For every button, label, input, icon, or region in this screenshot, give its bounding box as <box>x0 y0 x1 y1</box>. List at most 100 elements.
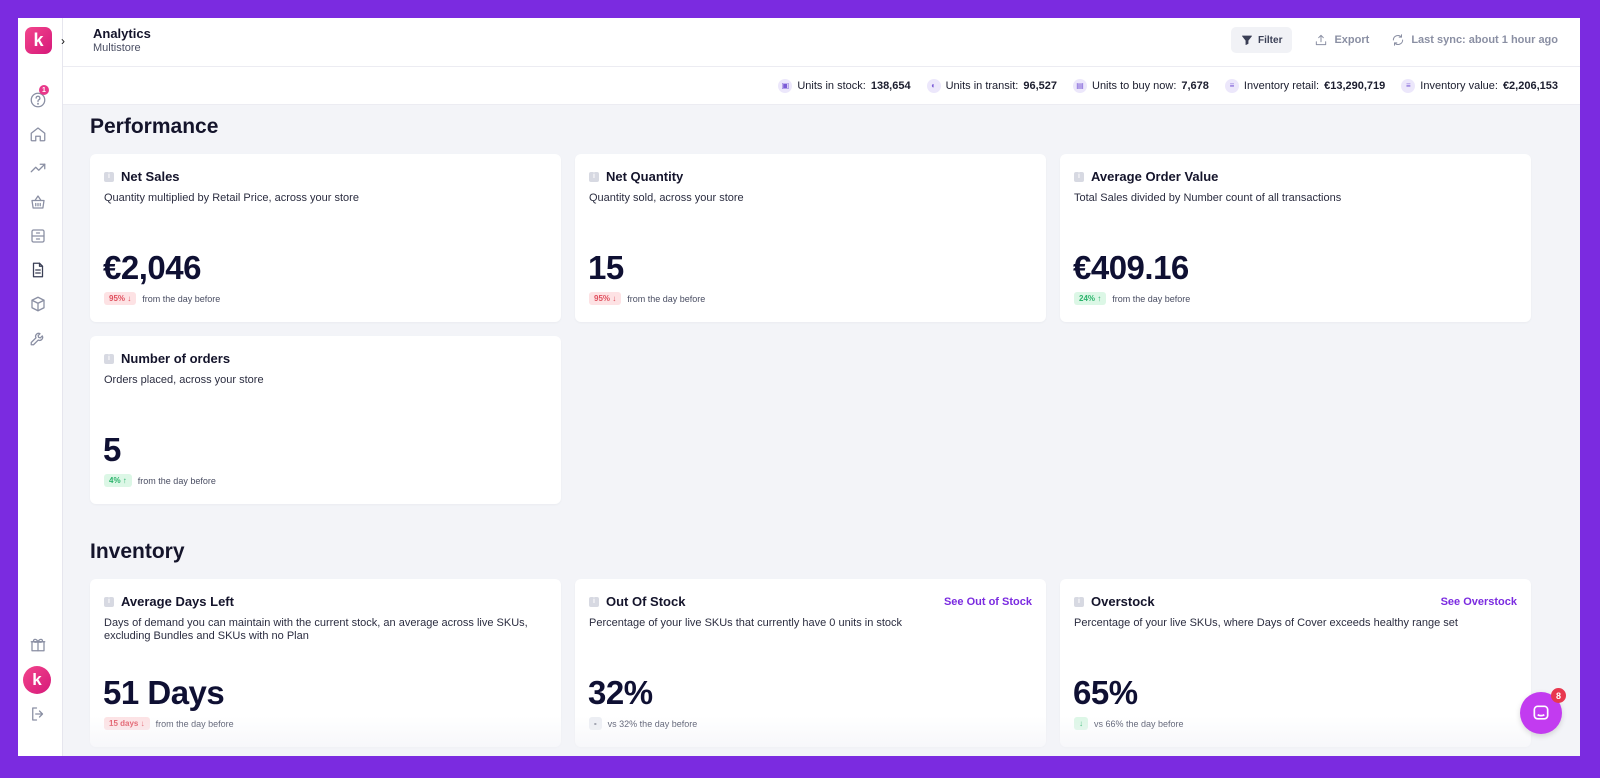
package-icon[interactable] <box>28 294 48 314</box>
metric-card-average-days-left: i Average Days Left Days of demand you ca… <box>90 579 561 747</box>
export-icon <box>1316 34 1327 46</box>
stat-inventory-retail: ≡ Inventory retail: €13,290,719 <box>1224 78 1386 93</box>
filter-button[interactable]: Filter <box>1231 27 1293 53</box>
export-label: Export <box>1334 34 1370 46</box>
chat-icon <box>1533 705 1549 720</box>
logout-icon[interactable] <box>28 704 48 724</box>
see-overstock-link[interactable]: See Overstock <box>1440 596 1517 608</box>
database-icon: ≡ <box>1401 78 1416 93</box>
inventory-box-icon[interactable] <box>28 226 48 246</box>
metric-card-out-of-stock: i Out Of Stock See Out of Stock Percentag… <box>575 579 1046 747</box>
card-icon: ▤ <box>1073 78 1087 93</box>
see-out-of-stock-link[interactable]: See Out of Stock <box>943 596 1032 608</box>
chat-unread-badge: 8 <box>1551 688 1566 703</box>
card-title: Out Of Stock <box>606 594 686 609</box>
info-icon[interactable]: i <box>104 353 114 364</box>
stat-value: €2,206,153 <box>1502 79 1558 92</box>
change-badge: ↓ <box>1074 717 1088 730</box>
stat-value: 138,654 <box>870 79 911 92</box>
info-icon[interactable]: i <box>104 596 114 607</box>
card-title: Net Quantity <box>606 169 684 184</box>
filter-icon <box>1242 35 1252 45</box>
card-value: €409.16 <box>1073 249 1189 286</box>
stat-value: €13,290,719 <box>1324 79 1386 92</box>
gift-icon[interactable] <box>28 634 48 654</box>
page-title: Analytics <box>93 26 151 41</box>
section-title-performance: Performance <box>90 115 219 138</box>
filter-label: Filter <box>1258 34 1283 46</box>
card-value: 51 Days <box>103 674 225 711</box>
sync-label: Last sync: about 1 hour ago <box>1411 34 1558 46</box>
globe-icon: ◐ <box>926 78 941 93</box>
card-value: 15 <box>588 249 624 286</box>
card-description: Quantity multiplied by Retail Price, acr… <box>104 192 359 204</box>
stat-label: Inventory value: <box>1420 79 1498 92</box>
change-caption: from the day before <box>142 293 221 304</box>
trending-up-icon[interactable] <box>28 158 48 178</box>
refresh-icon <box>1393 34 1404 46</box>
info-icon[interactable]: i <box>1074 596 1084 607</box>
stat-label: Units in stock: <box>797 79 866 92</box>
card-description: Total Sales divided by Number count of a… <box>1074 192 1342 204</box>
help-icon[interactable]: 1 <box>28 85 49 110</box>
top-bar: Analytics Multistore Filter Export Last … <box>63 18 1580 67</box>
chat-launcher-button[interactable]: 8 <box>1520 688 1566 734</box>
card-description: Quantity sold, across your store <box>589 192 744 204</box>
change-badge: 95% ↓ <box>104 292 137 305</box>
page-subtitle: Multistore <box>93 42 141 54</box>
notification-badge: 1 <box>39 85 49 95</box>
stat-inventory-value: ≡ Inventory value: €2,206,153 <box>1401 78 1558 93</box>
sync-status[interactable]: Last sync: about 1 hour ago <box>1391 33 1558 47</box>
card-title: Overstock <box>1091 594 1155 609</box>
metric-card-overstock: i Overstock See Overstock Percentage of y… <box>1060 579 1531 747</box>
card-title: Net Sales <box>121 169 180 184</box>
change-caption: from the day before <box>155 718 234 729</box>
card-title: Number of orders <box>121 351 231 366</box>
export-button[interactable]: Export <box>1314 33 1369 47</box>
metric-card-average-order-value: i Average Order Value Total Sales divided… <box>1060 154 1531 322</box>
change-caption: vs 32% the day before <box>607 718 698 729</box>
info-icon[interactable]: i <box>104 171 114 182</box>
card-title: Average Order Value <box>1091 169 1219 184</box>
metric-card-number-of-orders: i Number of orders Orders placed, across … <box>90 336 561 504</box>
change-caption: from the day before <box>627 293 706 304</box>
card-title: Average Days Left <box>121 594 234 609</box>
report-document-icon[interactable] <box>28 260 48 280</box>
metric-card-net-sales: i Net Sales Quantity multiplied by Retail… <box>90 154 561 322</box>
user-avatar[interactable]: k <box>23 666 51 694</box>
stat-units-in-stock: ▣ Units in stock: 138,654 <box>778 78 911 93</box>
wrench-icon[interactable] <box>28 328 48 348</box>
sidebar: k › 1 k <box>18 18 65 756</box>
stock-icon: ▣ <box>778 78 793 93</box>
stat-label: Units in transit: <box>945 79 1019 92</box>
card-description: Orders placed, across your store <box>104 374 264 386</box>
change-badge: 24% ↑ <box>1074 292 1107 305</box>
main-area: Analytics Multistore Filter Export Last … <box>63 18 1580 756</box>
section-title-inventory: Inventory <box>90 540 185 563</box>
change-badge: - <box>589 717 602 730</box>
app-window: k › 1 k <box>18 18 1580 756</box>
database-icon: ≡ <box>1224 78 1239 93</box>
top-actions: Filter Export Last sync: about 1 hour ag… <box>1231 27 1558 53</box>
change-caption: vs 66% the day before <box>1094 718 1184 729</box>
info-icon[interactable]: i <box>589 596 599 607</box>
info-icon[interactable]: i <box>1074 171 1084 182</box>
basket-icon[interactable] <box>28 192 48 212</box>
card-value: €2,046 <box>103 249 201 286</box>
card-description: Percentage of your live SKUs that curren… <box>589 617 903 629</box>
card-description: Percentage of your live SKUs, where Days… <box>1074 617 1458 629</box>
change-badge: 95% ↓ <box>589 292 622 305</box>
dashboard-content: Performance i Net Sales Quantity multipli… <box>63 105 1580 756</box>
stat-units-in-transit: ◐ Units in transit: 96,527 <box>926 78 1057 93</box>
card-value: 5 <box>103 431 121 468</box>
change-caption: from the day before <box>137 475 216 486</box>
metric-card-net-quantity: i Net Quantity Quantity sold, across your… <box>575 154 1046 322</box>
stat-label: Units to buy now: <box>1092 79 1177 92</box>
stat-units-to-buy: ▤ Units to buy now: 7,678 <box>1073 78 1209 93</box>
card-description: Days of demand you can maintain with the… <box>104 617 528 642</box>
home-icon[interactable] <box>28 124 48 144</box>
expand-sidebar-chevron-icon[interactable]: › <box>61 34 65 48</box>
inventory-stats-bar: ▣ Units in stock: 138,654 ◐ Units in tra… <box>63 67 1580 105</box>
brand-logo[interactable]: k <box>25 27 52 54</box>
info-icon[interactable]: i <box>589 171 599 182</box>
